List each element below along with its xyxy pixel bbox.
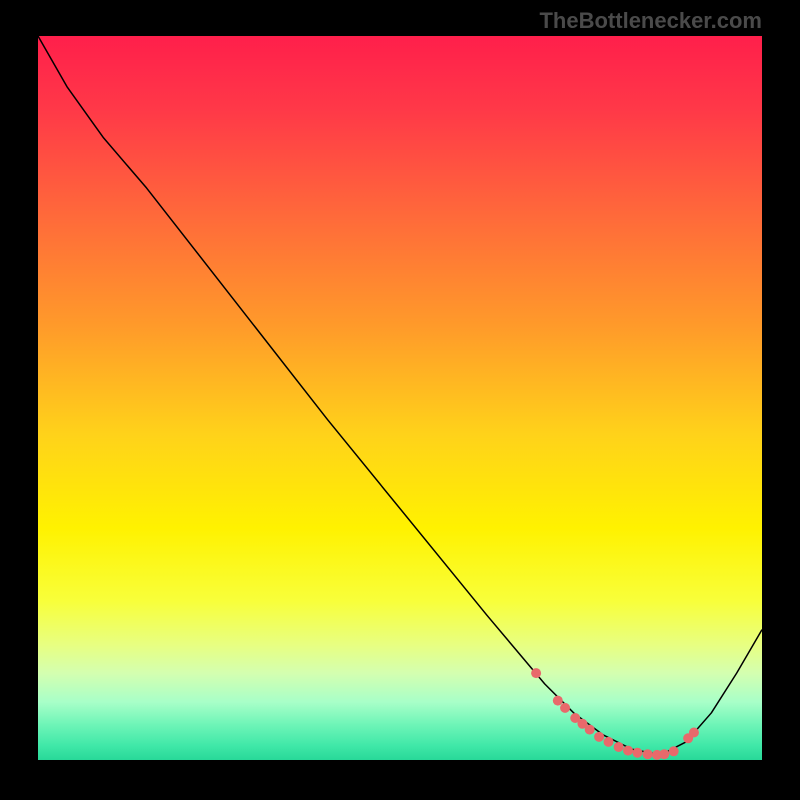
marker-dot (594, 732, 604, 742)
marker-dot (669, 746, 679, 756)
marker-dot (689, 727, 699, 737)
marker-dot (604, 737, 614, 747)
marker-dot (643, 749, 653, 759)
plot-svg (38, 36, 762, 760)
marker-dot (585, 725, 595, 735)
marker-dot (623, 746, 633, 756)
marker-dot (560, 703, 570, 713)
chart-container: TheBottlenecker.com (0, 0, 800, 800)
watermark-text: TheBottlenecker.com (539, 8, 762, 34)
plot-area (38, 36, 762, 760)
marker-dot (531, 668, 541, 678)
marker-dot (614, 742, 624, 752)
marker-dot (632, 748, 642, 758)
marker-dot (659, 749, 669, 759)
marker-dot (553, 696, 563, 706)
gradient-background (38, 36, 762, 760)
